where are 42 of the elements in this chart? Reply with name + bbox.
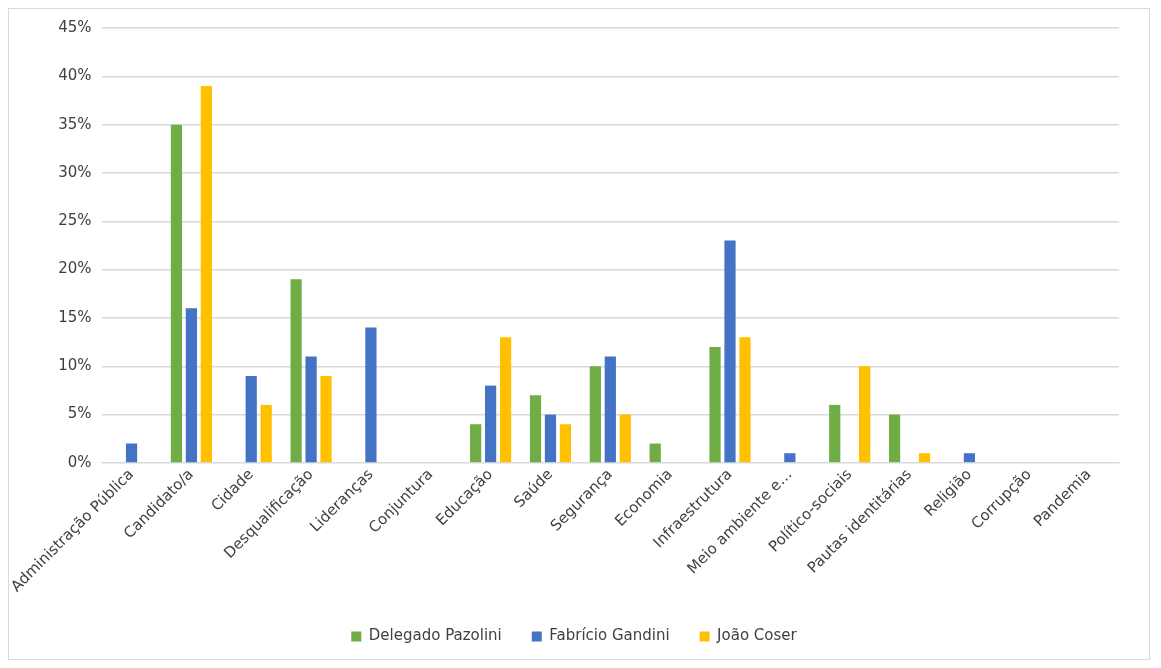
- legend-label: Delegado Pazolini: [368, 626, 502, 645]
- y-tick-label: 20%: [58, 259, 92, 278]
- bar: [649, 443, 661, 463]
- y-tick-label: 0%: [67, 452, 92, 471]
- bar: [724, 240, 736, 463]
- bar: [829, 404, 841, 463]
- y-tick-label: 45%: [58, 17, 92, 36]
- y-tick-label: 40%: [58, 66, 92, 85]
- bar: [604, 356, 616, 463]
- bar: [918, 453, 931, 463]
- bar: [739, 337, 751, 463]
- y-tick-label: 10%: [58, 356, 92, 375]
- bar: [185, 308, 197, 463]
- bar: [963, 453, 975, 463]
- bar: [589, 366, 601, 463]
- bar: [170, 124, 183, 463]
- bar: [859, 366, 871, 463]
- bar: [200, 85, 212, 463]
- bar: [485, 385, 497, 463]
- legend-label: João Coser: [716, 626, 798, 645]
- bar: [888, 414, 901, 463]
- y-tick-label: 30%: [58, 162, 92, 181]
- bar: [305, 356, 317, 463]
- bar: [709, 346, 721, 463]
- bar: [365, 327, 377, 463]
- bar: [529, 395, 542, 463]
- bar: [544, 414, 557, 463]
- y-tick-label: 25%: [58, 211, 92, 230]
- bar: [559, 424, 572, 463]
- bar: [320, 375, 332, 463]
- bar: [245, 375, 257, 463]
- bar: [784, 453, 796, 463]
- bar: [125, 443, 138, 463]
- bar: [470, 424, 482, 463]
- bar: [619, 414, 631, 463]
- y-tick-label: 5%: [67, 404, 92, 423]
- bar: [499, 337, 512, 463]
- legend-label: Fabrício Gandini: [549, 626, 670, 645]
- bar: [260, 404, 272, 463]
- bar: [290, 279, 302, 463]
- y-tick-label: 15%: [58, 307, 92, 326]
- y-tick-label: 35%: [58, 114, 92, 133]
